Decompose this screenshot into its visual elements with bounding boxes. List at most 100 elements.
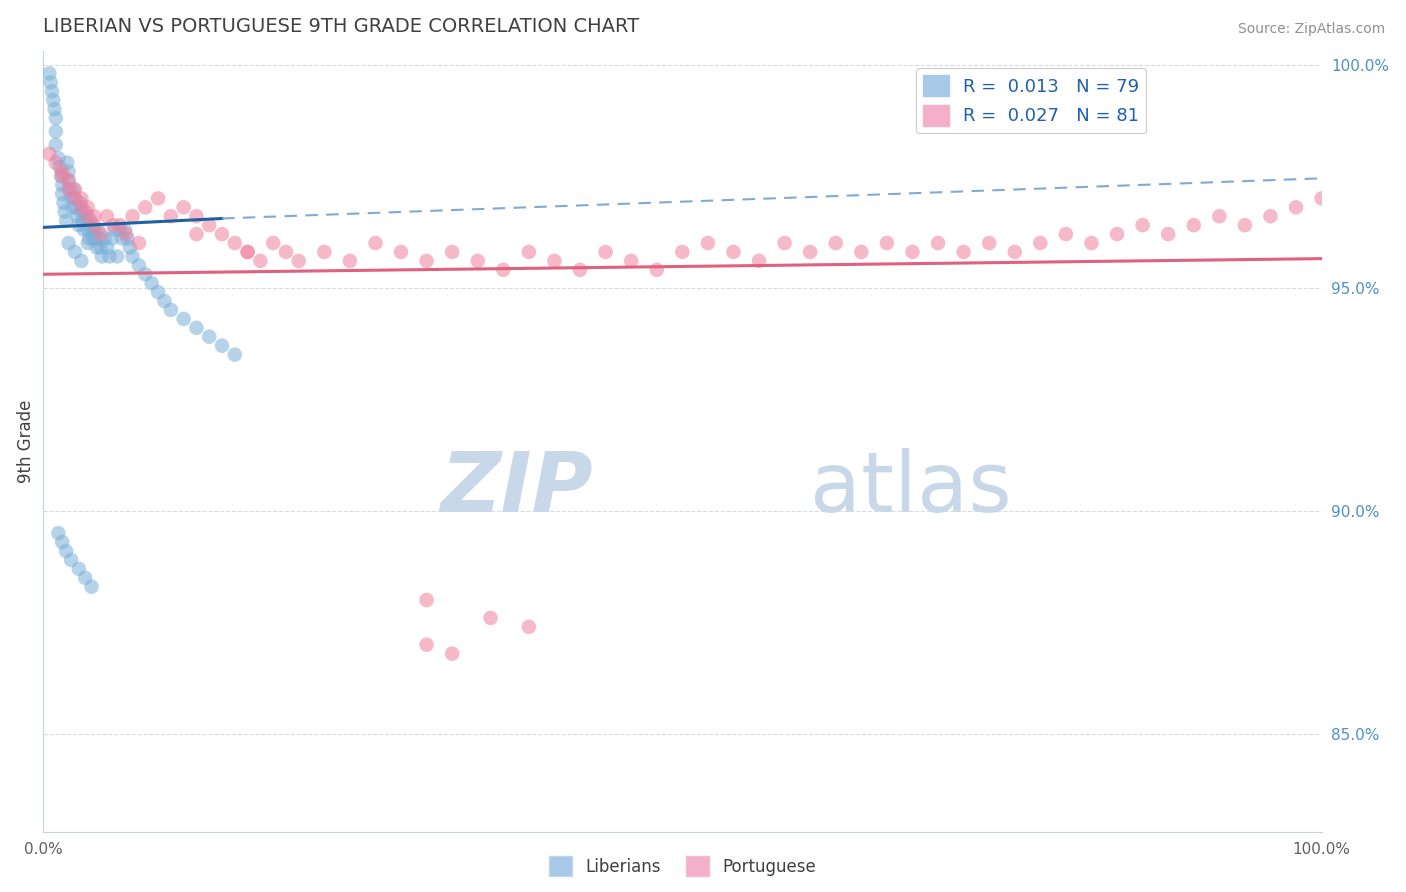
Point [51,164,73,178]
Point [479,611,502,625]
Point [63,191,86,205]
Point [876,235,898,250]
Point [620,253,643,268]
Point [58,235,80,250]
Point [1157,227,1180,241]
Point [128,258,150,272]
Point [67,562,90,576]
Point [160,303,183,318]
Point [128,235,150,250]
Point [186,209,208,223]
Point [723,244,745,259]
Point [45,111,67,125]
Point [1285,200,1308,214]
Point [569,262,592,277]
Point [1233,218,1256,232]
Point [134,267,156,281]
Point [96,209,118,223]
Point [60,191,83,205]
Point [173,312,195,326]
Point [105,249,128,263]
Point [60,553,83,567]
Point [98,249,121,263]
Point [46,151,69,165]
Point [90,249,112,263]
Point [76,209,98,223]
Point [851,244,873,259]
Point [153,293,176,308]
Point [224,348,246,362]
Point [103,218,125,232]
Point [146,191,169,205]
Point [274,244,297,259]
Point [492,262,515,277]
Point [952,244,974,259]
Point [121,209,143,223]
Point [415,253,437,268]
Point [65,200,87,214]
Point [134,200,156,214]
Point [69,195,91,210]
Point [543,253,565,268]
Point [441,647,464,661]
Text: ZIP: ZIP [440,448,593,529]
Point [76,200,98,214]
Point [339,253,361,268]
Point [364,235,387,250]
Point [39,75,62,89]
Point [38,66,60,80]
Point [236,244,259,259]
Point [79,213,101,227]
Point [58,182,80,196]
Point [41,84,63,98]
Point [76,213,98,227]
Point [58,173,80,187]
Point [173,200,195,214]
Point [75,571,97,585]
Point [1105,227,1128,241]
Point [773,235,796,250]
Point [927,235,949,250]
Point [1310,191,1333,205]
Point [249,253,271,268]
Point [211,339,233,353]
Point [49,169,72,183]
Point [1132,218,1154,232]
Point [441,244,464,259]
Y-axis label: 9th Grade: 9th Grade [17,400,35,483]
Point [1004,244,1026,259]
Point [66,209,89,223]
Point [186,227,208,241]
Point [748,253,770,268]
Point [104,222,127,236]
Point [118,240,141,254]
Point [72,213,94,227]
Point [93,231,115,245]
Point [52,195,75,210]
Point [1182,218,1205,232]
Point [1054,227,1077,241]
Point [58,173,80,187]
Text: Source: ZipAtlas.com: Source: ZipAtlas.com [1237,22,1385,37]
Point [389,244,412,259]
Point [517,244,540,259]
Point [198,218,221,232]
Point [51,186,73,201]
Point [108,222,131,236]
Point [70,191,93,205]
Point [70,204,93,219]
Point [467,253,489,268]
Point [38,146,60,161]
Point [45,137,67,152]
Point [84,231,107,245]
Point [121,249,143,263]
Point [45,155,67,169]
Point [83,222,105,236]
Point [1080,235,1102,250]
Text: LIBERIAN VS PORTUGUESE 9TH GRADE CORRELATION CHART: LIBERIAN VS PORTUGUESE 9TH GRADE CORRELA… [44,17,640,36]
Point [90,240,112,254]
Point [101,231,124,245]
Point [63,244,86,259]
Point [77,231,100,245]
Point [70,253,93,268]
